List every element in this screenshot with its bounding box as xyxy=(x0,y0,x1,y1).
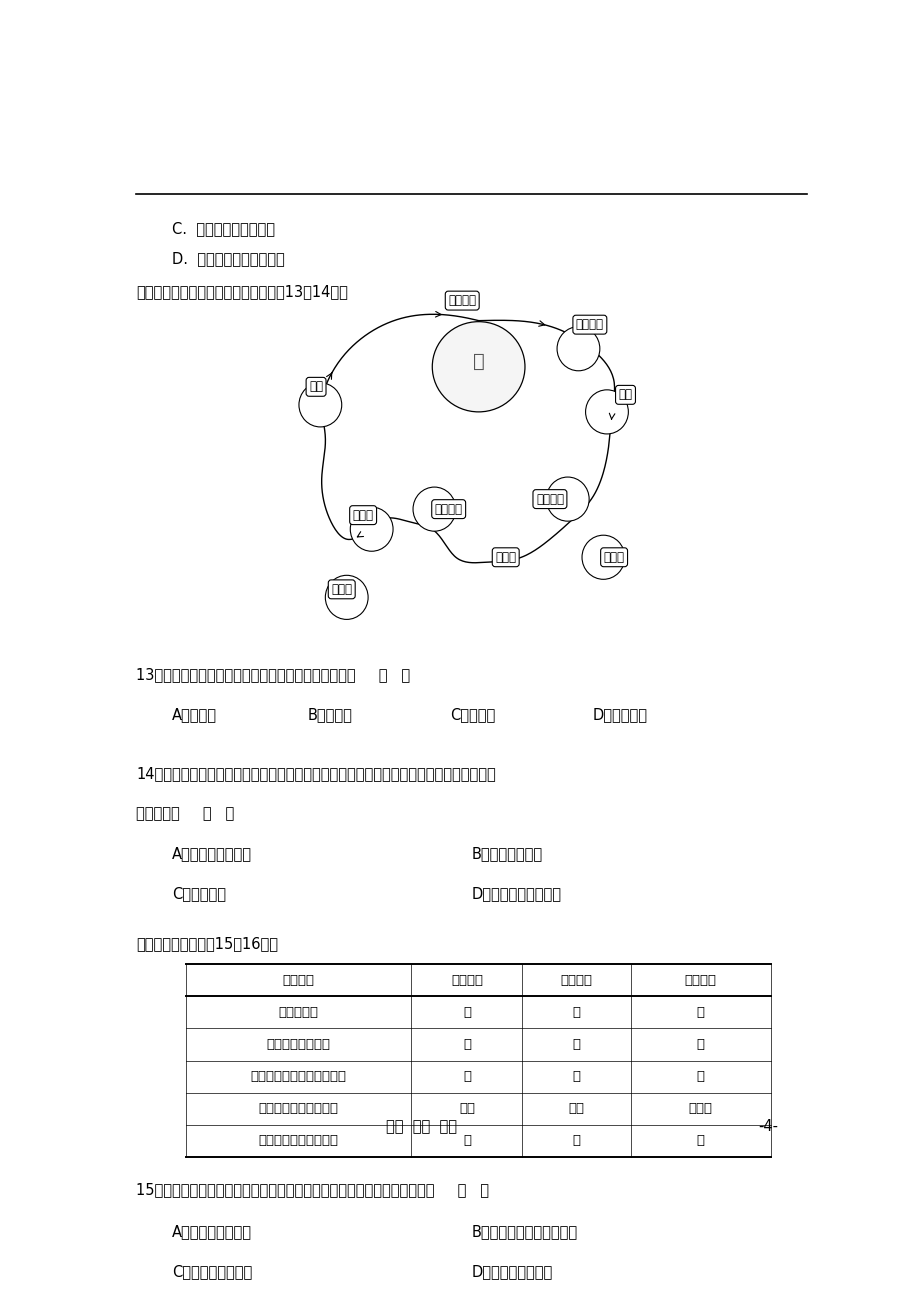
Text: D．社会的不断更替: D．社会的不断更替 xyxy=(471,1264,552,1279)
Text: 低: 低 xyxy=(462,1134,471,1147)
Text: 大: 大 xyxy=(696,1070,704,1083)
Text: 高: 高 xyxy=(696,1134,704,1147)
Ellipse shape xyxy=(325,575,368,620)
Text: B．生产力水平的不断提高: B．生产力水平的不断提高 xyxy=(471,1224,577,1240)
Text: 下图为某地循环经济示意图。读图完成13～14题。: 下图为某地循环经济示意图。读图完成13～14题。 xyxy=(136,285,348,299)
Text: 液施肥: 液施肥 xyxy=(494,551,516,564)
Text: 粪便: 粪便 xyxy=(618,388,632,401)
Text: A．乳制品加工工业: A．乳制品加工工业 xyxy=(172,846,252,861)
Text: 多样化: 多样化 xyxy=(688,1103,712,1115)
Text: 精秆喂牛: 精秆喂牛 xyxy=(448,294,476,307)
Text: 农业文明: 农业文明 xyxy=(560,974,592,987)
Ellipse shape xyxy=(582,535,624,579)
Text: C．资源的不断变化: C．资源的不断变化 xyxy=(172,1264,252,1279)
Text: 产出牛奶: 产出牛奶 xyxy=(575,318,603,331)
Text: D．黑龙江省: D．黑龙江省 xyxy=(592,708,647,723)
Text: 生产力水平: 生产力水平 xyxy=(278,1006,319,1019)
Text: 牛粪发酵: 牛粪发酵 xyxy=(536,492,563,505)
Text: 小: 小 xyxy=(462,1070,471,1083)
Text: 牛: 牛 xyxy=(472,353,484,371)
Text: 高: 高 xyxy=(696,1006,704,1019)
Text: 采猎文明: 采猎文明 xyxy=(450,974,482,987)
Text: B．生物能源工业: B．生物能源工业 xyxy=(471,846,542,861)
Ellipse shape xyxy=(432,322,525,411)
Text: A．广东省: A．广东省 xyxy=(172,708,217,723)
Text: 对自然资源的利用效率: 对自然资源的利用效率 xyxy=(258,1134,338,1147)
Text: 自然资源的开发利用和规模: 自然资源的开发利用和规模 xyxy=(251,1070,346,1083)
Text: 社会阶段: 社会阶段 xyxy=(282,974,314,987)
Text: 中: 中 xyxy=(572,1006,580,1019)
Ellipse shape xyxy=(299,383,341,427)
Text: D.  控制各种污染物的排放: D. 控制各种污染物的排放 xyxy=(172,251,285,267)
Text: 工业部门是     （   ）: 工业部门是 （ ） xyxy=(136,806,234,820)
Text: 秸秆: 秸秆 xyxy=(309,380,323,393)
Text: 玉米收割: 玉米收割 xyxy=(434,503,462,516)
Ellipse shape xyxy=(557,327,599,371)
Text: -4-: -4- xyxy=(757,1118,777,1134)
Text: 中等: 中等 xyxy=(568,1103,584,1115)
Text: A．人口数量的增多: A．人口数量的增多 xyxy=(172,1224,252,1240)
Text: 用心  爱心  专心: 用心 爱心 专心 xyxy=(386,1118,457,1134)
Text: 对自然资源的利用方式: 对自然资源的利用方式 xyxy=(258,1103,338,1115)
Text: 催玉米: 催玉米 xyxy=(352,509,373,522)
Text: 工业文明: 工业文明 xyxy=(684,974,716,987)
Text: 14．为提高经济收入，当地政府利用自身优势延长了产业链，据图分析该地最不适宜发展的: 14．为提高经济收入，当地政府利用自身优势延长了产业链，据图分析该地最不适宜发展… xyxy=(136,766,495,781)
Text: 产玉米: 产玉米 xyxy=(331,583,352,596)
Text: 中: 中 xyxy=(572,1038,580,1051)
Text: D．有色金属冶炼工业: D．有色金属冶炼工业 xyxy=(471,887,561,901)
Text: 强: 强 xyxy=(462,1038,471,1051)
Text: 产沼气: 产沼气 xyxy=(603,551,624,564)
Ellipse shape xyxy=(546,477,588,521)
Text: 中: 中 xyxy=(572,1134,580,1147)
Text: 简单: 简单 xyxy=(459,1103,474,1115)
Text: 15．表中自然资源利用范围和规模、利用方式、利用效率变化的根本原因是     （   ）: 15．表中自然资源利用范围和规模、利用方式、利用效率变化的根本原因是 （ ） xyxy=(136,1182,489,1197)
Text: 低: 低 xyxy=(462,1006,471,1019)
Text: 自然资源的依赖性: 自然资源的依赖性 xyxy=(267,1038,331,1051)
Ellipse shape xyxy=(350,506,392,551)
Text: 13．下列地区中，最适宜推广该循环经济模式的省区为     （   ）: 13．下列地区中，最适宜推广该循环经济模式的省区为 （ ） xyxy=(136,668,410,682)
Text: C．造纸工业: C．造纸工业 xyxy=(172,887,226,901)
Text: C.  推进海洋农牧化生产: C. 推进海洋农牧化生产 xyxy=(172,221,275,237)
Text: 中: 中 xyxy=(572,1070,580,1083)
Ellipse shape xyxy=(584,389,628,434)
Ellipse shape xyxy=(413,487,455,531)
Text: B．河南省: B．河南省 xyxy=(307,708,352,723)
Text: 弱: 弱 xyxy=(696,1038,704,1051)
Text: C．江苏省: C．江苏省 xyxy=(449,708,494,723)
Text: 分析下表内容，完成15～16题。: 分析下表内容，完成15～16题。 xyxy=(136,936,278,952)
